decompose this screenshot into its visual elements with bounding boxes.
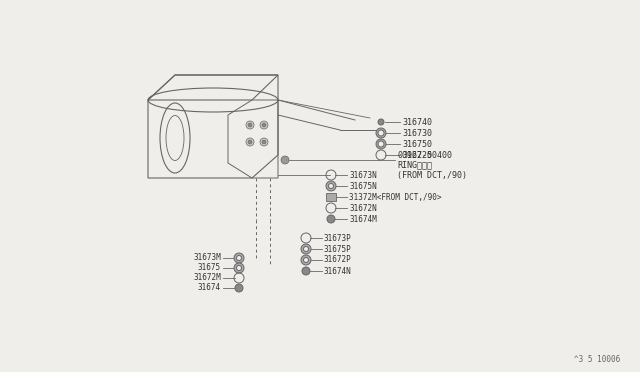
Text: 31673N: 31673N: [349, 170, 377, 180]
Circle shape: [248, 123, 252, 127]
Circle shape: [376, 128, 386, 138]
Circle shape: [303, 257, 308, 263]
Circle shape: [262, 123, 266, 127]
Text: 31673M: 31673M: [193, 253, 221, 263]
Text: 316720: 316720: [402, 151, 432, 160]
Circle shape: [262, 140, 266, 144]
Circle shape: [234, 263, 244, 273]
Text: 31673P: 31673P: [324, 234, 352, 243]
Circle shape: [327, 215, 335, 223]
Text: 31674N: 31674N: [324, 266, 352, 276]
Bar: [326, 193, 336, 201]
Text: (FROM DCT,/90): (FROM DCT,/90): [397, 170, 467, 180]
Circle shape: [303, 247, 308, 251]
Circle shape: [328, 183, 333, 189]
Text: 31672P: 31672P: [324, 256, 352, 264]
Text: 31372M<FROM DCT,/90>: 31372M<FROM DCT,/90>: [349, 192, 442, 202]
Circle shape: [281, 156, 289, 164]
Circle shape: [326, 181, 336, 191]
Circle shape: [260, 138, 268, 146]
Circle shape: [301, 255, 311, 265]
Text: 316750: 316750: [402, 140, 432, 148]
Text: 31675P: 31675P: [324, 244, 352, 253]
Circle shape: [378, 119, 384, 125]
Text: 316730: 316730: [402, 128, 432, 138]
Circle shape: [302, 267, 310, 275]
Text: 316740: 316740: [402, 118, 432, 126]
Circle shape: [237, 256, 241, 260]
Text: 00922-50400: 00922-50400: [397, 151, 452, 160]
Circle shape: [237, 266, 241, 270]
Circle shape: [260, 121, 268, 129]
Text: ^3 5 10006: ^3 5 10006: [573, 356, 620, 365]
Circle shape: [235, 284, 243, 292]
Circle shape: [246, 121, 254, 129]
Text: 31674M: 31674M: [349, 215, 377, 224]
Text: 31672M: 31672M: [193, 273, 221, 282]
Circle shape: [376, 139, 386, 149]
Text: 31675N: 31675N: [349, 182, 377, 190]
Circle shape: [248, 140, 252, 144]
Text: 31675: 31675: [198, 263, 221, 273]
Text: 31674: 31674: [198, 283, 221, 292]
Circle shape: [378, 130, 384, 136]
Circle shape: [246, 138, 254, 146]
Text: 31672N: 31672N: [349, 203, 377, 212]
Circle shape: [301, 244, 311, 254]
Text: RINGリング: RINGリング: [397, 160, 432, 170]
Circle shape: [378, 141, 384, 147]
Circle shape: [234, 253, 244, 263]
